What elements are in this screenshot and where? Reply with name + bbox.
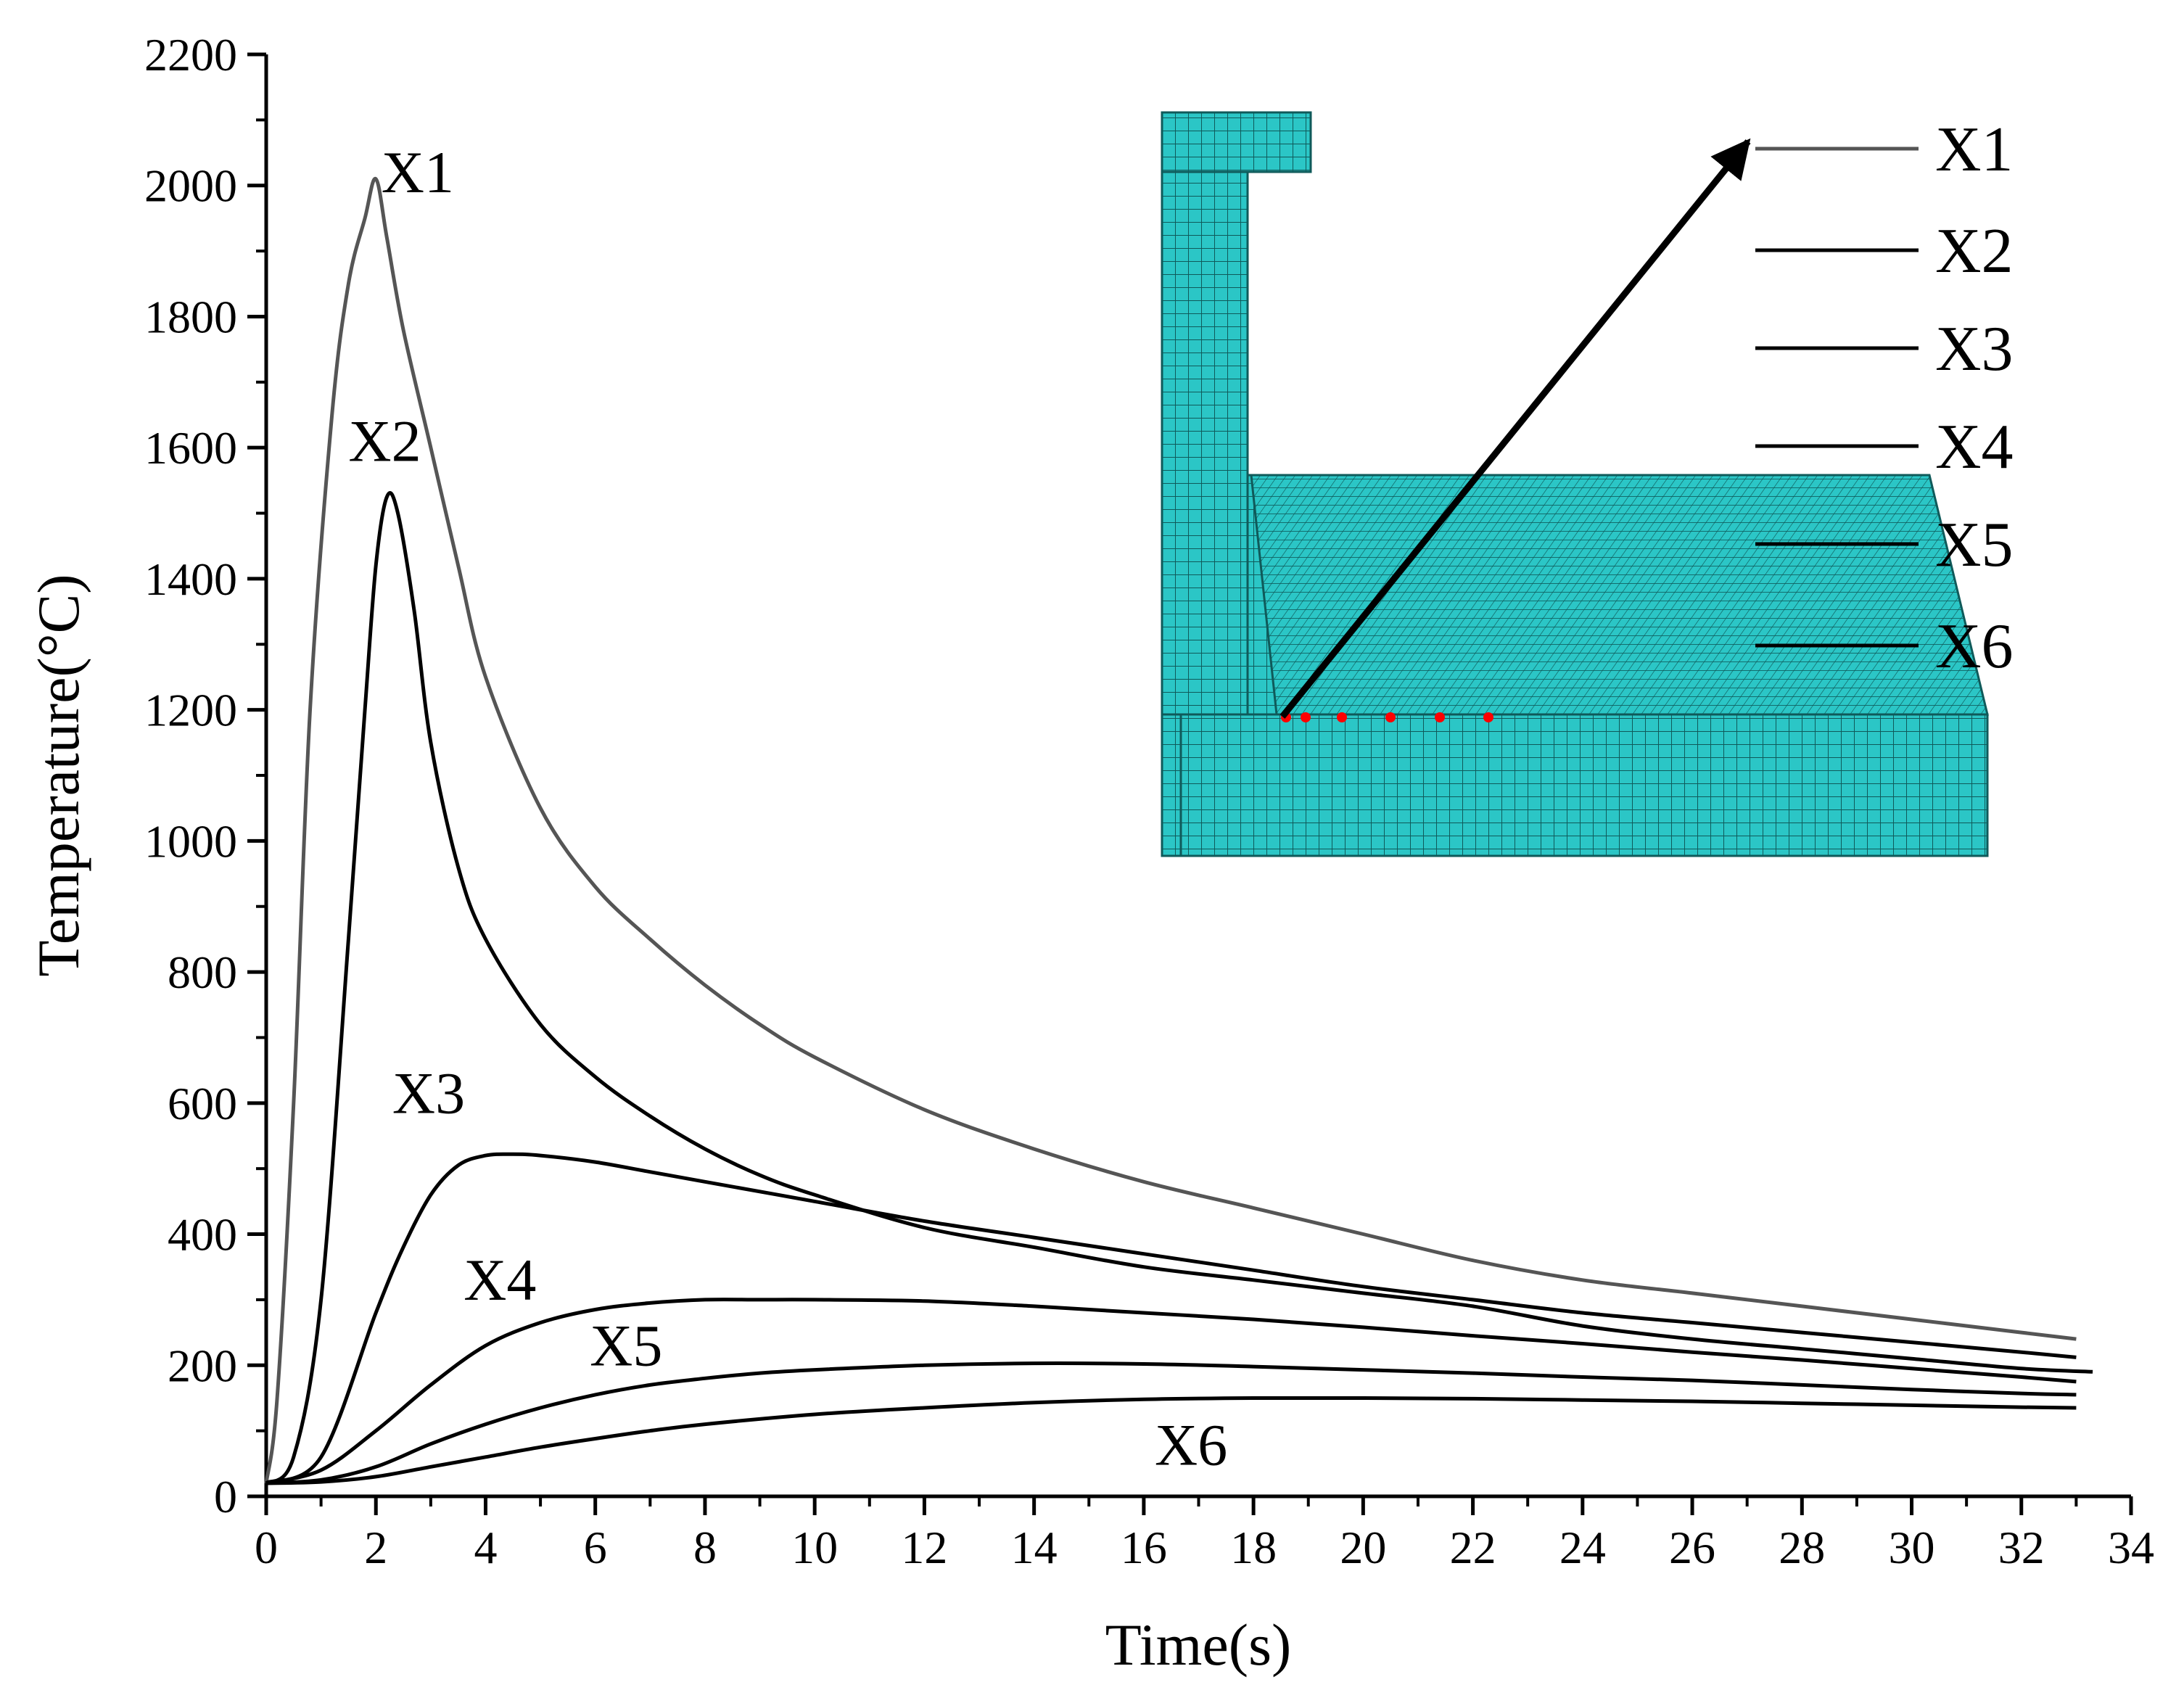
x-tick-label: 6 (584, 1522, 607, 1573)
x-tick-label: 32 (1998, 1522, 2045, 1573)
legend-label-x5: X5 (1935, 510, 2014, 580)
series-label-x4: X4 (463, 1247, 536, 1313)
mesh-base-front-face (1179, 713, 1989, 857)
series-label-x5: X5 (590, 1312, 662, 1378)
x-ticks: 0 2 4 6 8 10 12 14 16 18 20 22 24 26 28 30 32 34 (255, 1496, 2154, 1573)
series-label-x3: X3 (392, 1060, 465, 1126)
x-axis-title: Time(s) (1105, 1612, 1292, 1678)
measurement-point (1301, 712, 1311, 722)
axes: 0 2 4 6 8 10 12 14 16 18 20 22 24 26 28 30 32 34 02004006… (144, 29, 2154, 1573)
x-tick-label: 14 (1011, 1522, 1058, 1573)
series-line-x3 (265, 1152, 2077, 1485)
series-label-x6: X6 (1155, 1412, 1227, 1478)
x-tick-label: 22 (1450, 1522, 1496, 1573)
legend-label-x1: X1 (1935, 115, 2014, 185)
x-tick-label: 0 (255, 1522, 278, 1573)
mesh-vertical-plate (1161, 111, 1249, 716)
y-tick-label: 400 (168, 1209, 237, 1261)
measurement-point (1483, 712, 1493, 722)
y-tick-label: 800 (168, 947, 237, 998)
series-line-x1 (264, 177, 2077, 1484)
legend-label-x2: X2 (1935, 216, 2014, 287)
measurement-points (1281, 712, 1493, 722)
x-tick-label: 2 (364, 1522, 387, 1573)
y-tick-label: 2200 (144, 29, 237, 81)
y-tick-label: 0 (214, 1471, 237, 1522)
series-line-x2 (265, 491, 2093, 1485)
x-tick-label: 8 (693, 1522, 717, 1573)
y-tick-label: 1400 (144, 553, 237, 605)
x-tick-label: 26 (1669, 1522, 1715, 1573)
x-tick-label: 4 (474, 1522, 497, 1573)
legend-label-x6: X6 (1935, 611, 2014, 682)
series-line-x4 (265, 1298, 2077, 1485)
series-line-x5 (265, 1361, 2077, 1485)
y-tick-label: 2000 (144, 160, 237, 212)
y-tick-label: 1800 (144, 291, 237, 342)
x-tick-label: 18 (1230, 1522, 1277, 1573)
inset-arrow (1280, 138, 1751, 719)
x-tick-label: 24 (1559, 1522, 1606, 1573)
y-axis-title: Temperature(°C) (25, 574, 91, 976)
x-tick-label: 20 (1340, 1522, 1386, 1573)
legend-label-x3: X3 (1935, 314, 2014, 384)
x-tick-label: 30 (1889, 1522, 1935, 1573)
y-tick-label: 600 (168, 1078, 237, 1129)
measurement-point (1435, 712, 1445, 722)
mesh-base-top-surface (1250, 474, 1989, 716)
series-label-x2: X2 (348, 408, 421, 474)
mesh-edge-strip (1161, 713, 1182, 857)
series-label-x1: X1 (382, 139, 454, 205)
y-tick-label: 200 (168, 1340, 237, 1391)
series-line-x6 (265, 1396, 2077, 1485)
y-tick-label: 1000 (144, 815, 237, 867)
x-tick-label: 34 (2108, 1522, 2154, 1573)
mesh-inset-image (1161, 111, 1989, 857)
y-tick-label: 1200 (144, 685, 237, 736)
x-tick-label: 28 (1779, 1522, 1825, 1573)
series-lines (264, 177, 2093, 1485)
legend: X1 X2 X3 X4 X5 X6 (1755, 115, 2014, 682)
series-annotations: X1 X2 X3 X4 X5 X6 (348, 139, 1227, 1478)
measurement-point (1337, 712, 1347, 722)
x-tick-label: 10 (791, 1522, 838, 1573)
legend-label-x4: X4 (1935, 412, 2014, 482)
mesh-top-cap (1161, 111, 1312, 173)
x-tick-label: 16 (1121, 1522, 1167, 1573)
x-tick-label: 12 (901, 1522, 947, 1573)
y-ticks: 0 200 400 600 800 1000 1200 1400 1600 1800 2000 220… (144, 29, 266, 1522)
measurement-point (1385, 712, 1396, 722)
y-tick-label: 1600 (144, 422, 237, 474)
